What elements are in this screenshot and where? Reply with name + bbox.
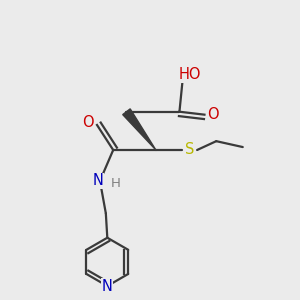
Text: O: O <box>82 115 94 130</box>
Text: H: H <box>111 177 121 190</box>
Text: N: N <box>102 278 113 293</box>
Polygon shape <box>123 109 156 150</box>
Text: N: N <box>93 173 104 188</box>
Text: O: O <box>208 107 219 122</box>
Text: S: S <box>185 142 194 158</box>
Text: HO: HO <box>178 68 201 82</box>
